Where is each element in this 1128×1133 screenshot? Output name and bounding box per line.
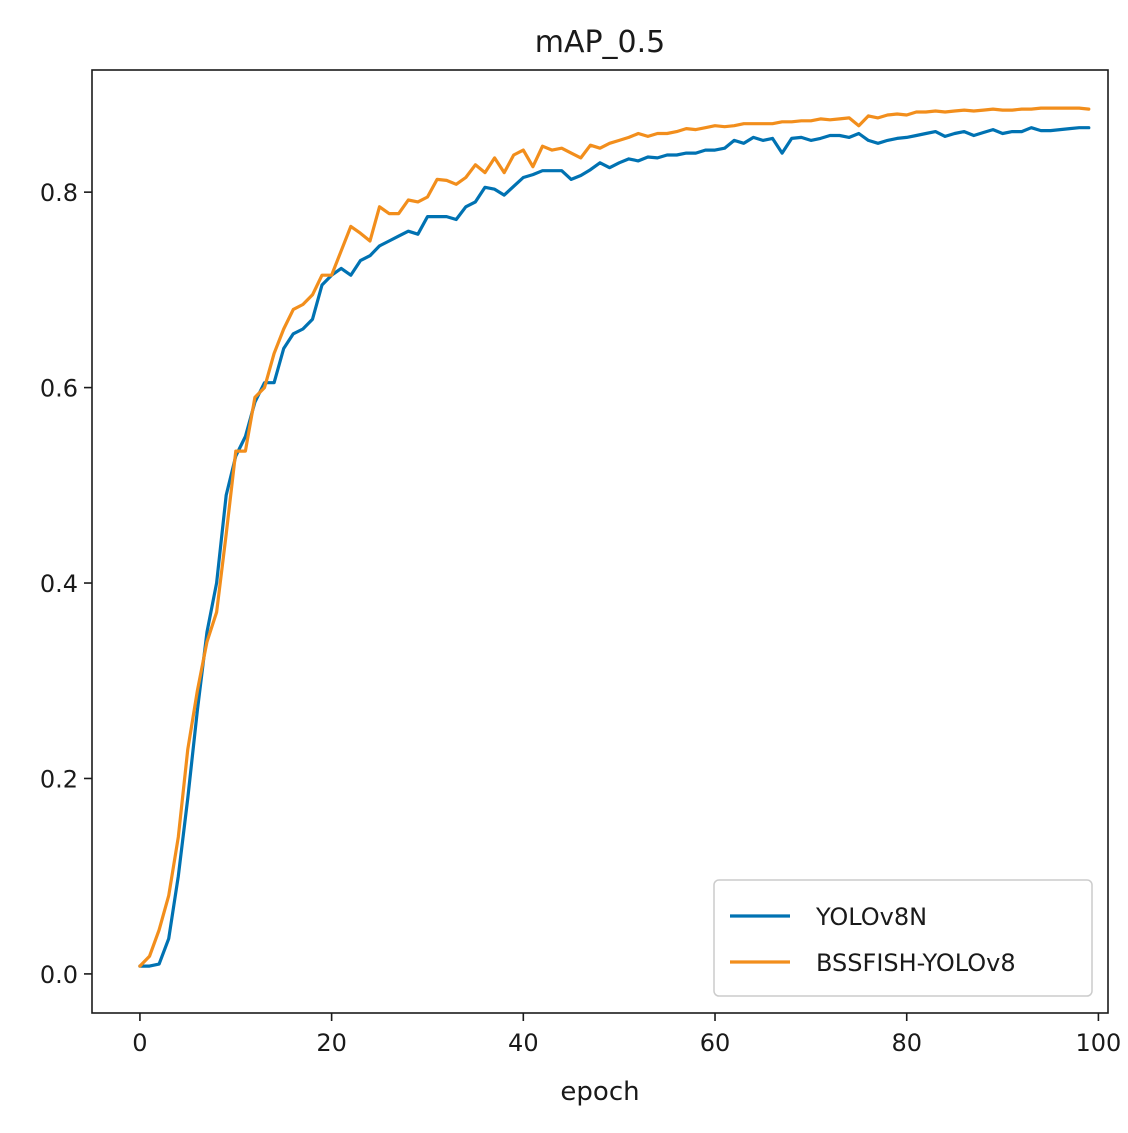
x-axis: 0 20 40 60 80 100 [132, 1013, 1121, 1057]
x-tick-label: 60 [700, 1029, 731, 1057]
legend-label: YOLOv8N [815, 903, 927, 931]
legend-box [713, 879, 1093, 997]
plot-frame [91, 69, 1109, 1014]
series-line-bssfish-yolov8 [138, 106, 1091, 968]
y-axis: 0.0 0.2 0.4 0.6 0.8 [40, 179, 92, 989]
series-line-yolov8n [138, 126, 1091, 968]
y-tick-label: 0.4 [40, 570, 78, 598]
x-tick-label: 0 [132, 1029, 147, 1057]
y-tick-label: 0.2 [40, 765, 78, 793]
y-tick-label: 0.8 [40, 179, 78, 207]
x-tick-label: 100 [1076, 1029, 1122, 1057]
x-tick-label: 40 [508, 1029, 539, 1057]
y-tick-label: 0.0 [40, 961, 78, 989]
chart-title: mAP_0.5 [535, 25, 666, 60]
legend-label: BSSFISH-YOLOv8 [816, 949, 1016, 977]
x-tick-label: 20 [316, 1029, 347, 1057]
x-tick-label: 80 [891, 1029, 922, 1057]
y-tick-label: 0.6 [40, 375, 78, 403]
legend: YOLOv8N BSSFISH-YOLOv8 [713, 879, 1093, 997]
x-axis-label: epoch [560, 1077, 639, 1107]
series-layer [138, 106, 1091, 968]
